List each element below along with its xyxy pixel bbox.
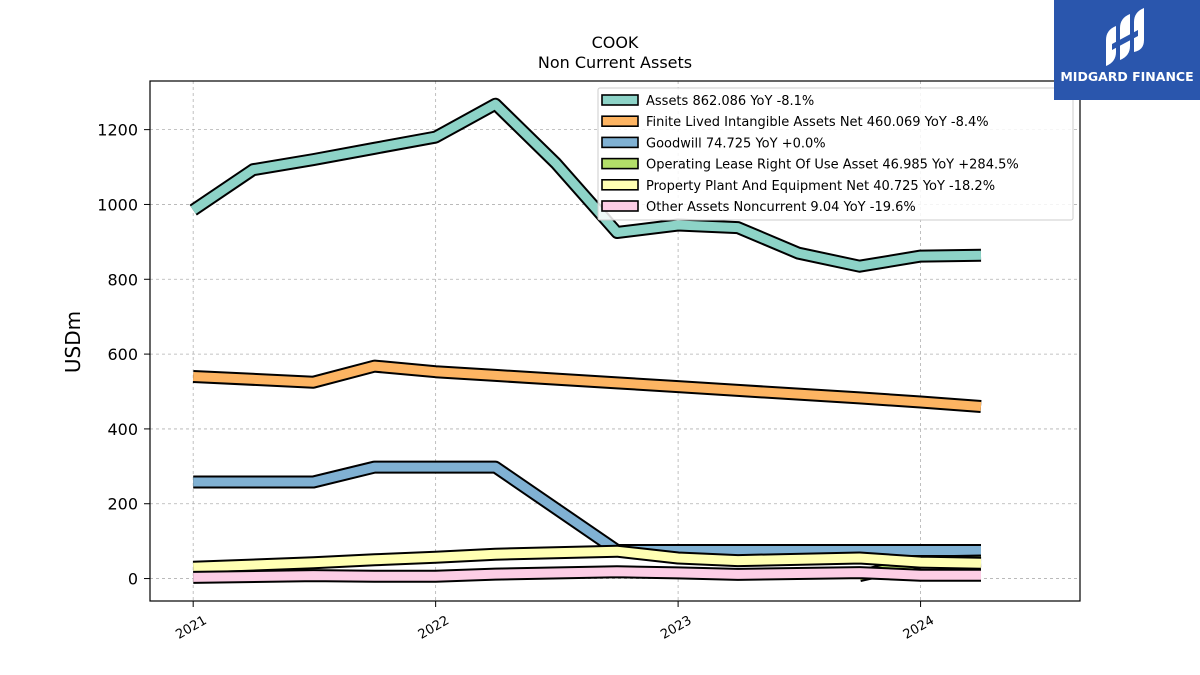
legend-swatch [601,136,639,149]
series-line [193,546,982,572]
legend-entry: Operating Lease Right Of Use Asset 46.98… [646,158,1019,173]
series-line [190,99,982,271]
brand-name: MIDGARD FINANCE [1060,69,1194,84]
y-tick-label: 1200 [97,121,138,140]
legend-entry: Other Assets Noncurrent 9.04 YoY -19.6% [646,200,916,215]
legend-entry: Assets 862.086 YoY -8.1% [646,94,814,109]
legend-box [597,87,1074,221]
chart-subtitle: Non Current Assets [538,53,692,72]
brand-mark-icon [1106,8,1144,66]
legend-swatch [601,157,639,170]
y-axis-label: USDm [61,311,85,373]
y-tick-label: 200 [107,495,138,514]
y-tick-label: 600 [107,345,138,364]
y-tick-label: 1000 [97,195,138,214]
legend-entry: Property Plant And Equipment Net 40.725 … [646,179,995,194]
legend: Assets 862.086 YoY -8.1% Finite Lived Int… [597,87,1074,221]
legend-swatch [601,200,639,212]
series-lines [189,97,982,584]
legend-swatch [601,115,639,127]
legend-swatch [601,94,639,106]
plot-frame [149,80,1081,602]
legend-entry: Finite Lived Intangible Assets Net 460.0… [646,115,989,130]
y-tick-label: 400 [107,420,138,439]
y-tick-label: 800 [107,270,138,289]
chart-title: COOK [592,33,639,52]
legend-swatch [601,179,639,191]
midgard-finance-logo: MIDGARD FINANCE [1054,0,1200,100]
legend-entry: Goodwill 74.725 YoY +0.0% [646,136,826,151]
series-line [193,567,981,582]
series-line [192,361,982,411]
y-tick-label: 0 [128,570,138,589]
